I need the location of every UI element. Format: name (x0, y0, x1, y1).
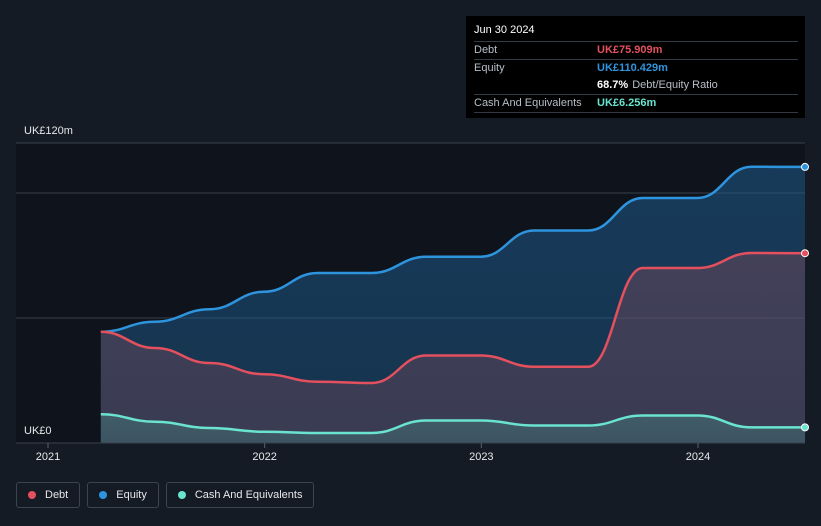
legend-debt-dot-icon (28, 491, 36, 499)
tooltip-panel: Jun 30 2024 Debt UK£75.909m Equity UK£11… (466, 16, 805, 118)
tooltip-row-ratio: 68.7% Debt/Equity Ratio (474, 77, 798, 94)
series-line-equity (100, 165, 806, 333)
tooltip-row-equity: Equity UK£110.429m (474, 59, 798, 77)
x-tick-label-2023: 2023 (469, 451, 493, 463)
x-tick-label-2021: 2021 (36, 451, 60, 463)
tooltip-debt-value: UK£75.909m (597, 44, 663, 56)
tooltip-equity-value: UK£110.429m (597, 62, 668, 74)
y-axis-bottom-label: UK£0 (24, 425, 52, 437)
tooltip-cash-value: UK£6.256m (597, 97, 657, 109)
tooltip-ratio-label (474, 77, 597, 94)
legend-item-cash[interactable]: Cash And Equivalents (165, 482, 315, 508)
series-area-cash (100, 414, 805, 443)
legend-equity-dot-icon (99, 491, 108, 499)
legend-item-debt[interactable]: Debt (16, 482, 81, 508)
legend-cash-dot-icon (177, 491, 186, 499)
x-tick-label-2022: 2022 (252, 451, 276, 463)
tooltip-row-cash: Cash And Equivalents UK£6.256m (474, 94, 798, 113)
series-area-debt (100, 253, 805, 443)
tooltip-cash-label: Cash And Equivalents (474, 97, 582, 109)
y-axis-top-label: UK£120m (24, 125, 73, 137)
tooltip-ratio-value: 68.7% (597, 79, 629, 91)
series-endpoint-equity (801, 162, 809, 171)
legend-item-equity[interactable]: Equity (87, 482, 159, 508)
tooltip-row-debt: Debt UK£75.909m (474, 41, 798, 59)
tooltip-debt-label: Debt (474, 44, 498, 56)
tooltip-equity-label: Equity (474, 62, 505, 74)
legend-debt-label: Debt (45, 489, 69, 501)
x-tick-label-2024: 2024 (686, 451, 710, 463)
chart-legend: Debt Equity Cash And Equivalents (16, 482, 315, 510)
legend-equity-label: Equity (116, 489, 147, 501)
tooltip-date: Jun 30 2024 (474, 24, 535, 36)
legend-cash-label: Cash And Equivalents (194, 489, 303, 501)
series-endpoint-cash (801, 423, 809, 432)
series-endpoint-debt (801, 249, 809, 258)
series-line-cash (100, 413, 805, 435)
tooltip-ratio-note: Debt/Equity Ratio (632, 79, 718, 91)
series-line-debt (100, 251, 806, 385)
